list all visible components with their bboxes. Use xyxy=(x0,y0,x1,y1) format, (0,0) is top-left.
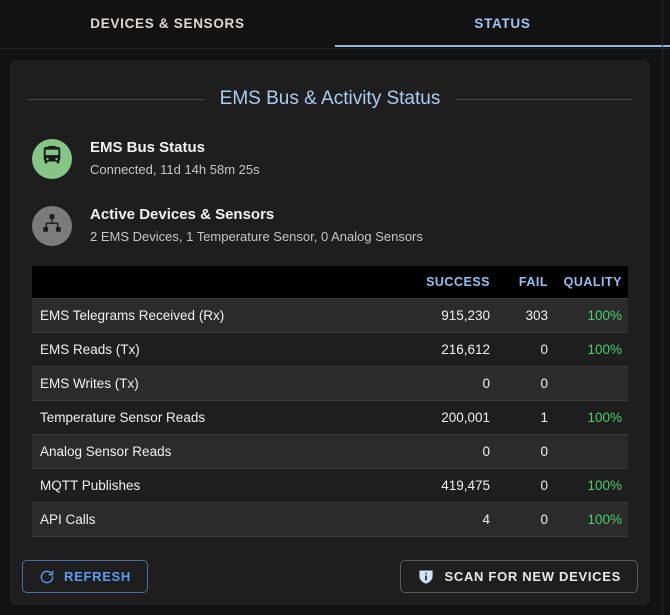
cell-success: 419,475 xyxy=(398,468,500,503)
col-header-quality: QUALITY xyxy=(558,266,628,299)
table-row: Temperature Sensor Reads 200,001 1 100% xyxy=(32,400,628,435)
legend-rule-left xyxy=(28,98,204,100)
table-row: EMS Telegrams Received (Rx) 915,230 303 100… xyxy=(32,298,628,333)
cell-label: EMS Writes (Tx) xyxy=(32,366,398,401)
bus-icon xyxy=(41,145,63,172)
col-header-fail: FAIL xyxy=(500,266,558,299)
refresh-button[interactable]: REFRESH xyxy=(22,560,149,593)
status-list: EMS Bus Status Connected, 11d 14h 58m 25… xyxy=(10,132,650,252)
cell-success: 200,001 xyxy=(398,400,500,435)
cell-label: EMS Reads (Tx) xyxy=(32,332,398,367)
tab-devices-sensors[interactable]: DEVICES & SENSORS xyxy=(0,0,335,47)
table-header-row: SUCCESS FAIL QUALITY xyxy=(32,266,628,299)
table-row: EMS Writes (Tx) 0 0 xyxy=(32,366,628,401)
cell-fail: 0 xyxy=(500,468,558,503)
cell-fail: 0 xyxy=(500,366,558,401)
cell-success: 4 xyxy=(398,502,500,537)
cell-quality: 100% xyxy=(558,502,628,537)
table-row: API Calls 4 0 100% xyxy=(32,502,628,537)
cell-success: 216,612 xyxy=(398,332,500,367)
col-header-success: SUCCESS xyxy=(398,266,500,299)
status-item-title: EMS Bus Status xyxy=(90,139,206,156)
table-row: MQTT Publishes 419,475 0 100% xyxy=(32,468,628,503)
page-title: EMS Bus & Activity Status xyxy=(219,88,441,109)
cell-quality: 100% xyxy=(558,298,628,333)
cell-quality: 100% xyxy=(558,332,628,367)
tab-devices-sensors-label: DEVICES & SENSORS xyxy=(90,16,245,31)
cell-label: MQTT Publishes xyxy=(32,468,398,503)
cell-quality: 100% xyxy=(558,400,628,435)
refresh-button-label: REFRESH xyxy=(64,569,132,584)
status-item-active-devices: Active Devices & Sensors 2 EMS Devices, … xyxy=(10,199,650,252)
cell-fail: 0 xyxy=(500,332,558,367)
table-row: EMS Reads (Tx) 216,612 0 100% xyxy=(32,332,628,367)
status-card: EMS Bus & Activity Status EMS Bus Status… xyxy=(10,60,650,605)
cell-fail: 303 xyxy=(500,298,558,333)
panel-right-edge xyxy=(662,0,663,615)
cell-label: Analog Sensor Reads xyxy=(32,434,398,469)
cell-success: 915,230 xyxy=(398,298,500,333)
cell-label: EMS Telegrams Received (Rx) xyxy=(32,298,398,333)
tab-status-label: STATUS xyxy=(474,16,531,31)
cell-success: 0 xyxy=(398,434,500,469)
table-head: SUCCESS FAIL QUALITY xyxy=(32,266,628,299)
avatar xyxy=(32,205,72,246)
cell-success: 0 xyxy=(398,366,500,401)
sensors-shield-icon xyxy=(417,568,435,586)
status-item-text: EMS Bus Status Connected, 11d 14h 58m 25… xyxy=(90,138,260,179)
refresh-icon xyxy=(39,569,55,585)
card-footer: REFRESH SCAN FOR NEW DEVICES xyxy=(22,560,638,593)
status-item-ems-bus: EMS Bus Status Connected, 11d 14h 58m 25… xyxy=(10,132,650,185)
cell-quality: 100% xyxy=(558,468,628,503)
avatar xyxy=(32,138,72,179)
activity-table: SUCCESS FAIL QUALITY EMS Telegrams Recei… xyxy=(32,266,628,537)
status-item-text: Active Devices & Sensors 2 EMS Devices, … xyxy=(90,205,423,246)
activity-table-wrap: SUCCESS FAIL QUALITY EMS Telegrams Recei… xyxy=(32,266,628,537)
status-item-subtitle: Connected, 11d 14h 58m 25s xyxy=(90,162,260,177)
cell-label: API Calls xyxy=(32,502,398,537)
status-item-title: Active Devices & Sensors xyxy=(90,206,275,223)
table-row: Analog Sensor Reads 0 0 xyxy=(32,434,628,469)
cell-fail: 0 xyxy=(500,434,558,469)
section-title-row: EMS Bus & Activity Status xyxy=(28,88,633,110)
cell-label: Temperature Sensor Reads xyxy=(32,400,398,435)
device-hub-icon xyxy=(41,212,63,239)
tab-bar: DEVICES & SENSORS STATUS xyxy=(0,0,670,49)
scan-for-new-devices-button[interactable]: SCAN FOR NEW DEVICES xyxy=(400,560,638,593)
cell-quality xyxy=(558,434,628,469)
legend-rule-right xyxy=(456,98,633,100)
cell-fail: 1 xyxy=(500,400,558,435)
scan-button-label: SCAN FOR NEW DEVICES xyxy=(444,569,621,584)
cell-quality xyxy=(558,366,628,401)
status-item-subtitle: 2 EMS Devices, 1 Temperature Sensor, 0 A… xyxy=(90,229,423,244)
tab-status[interactable]: STATUS xyxy=(335,0,670,47)
table-body: EMS Telegrams Received (Rx) 915,230 303 100… xyxy=(32,298,628,537)
cell-fail: 0 xyxy=(500,502,558,537)
col-header-label xyxy=(32,266,398,299)
